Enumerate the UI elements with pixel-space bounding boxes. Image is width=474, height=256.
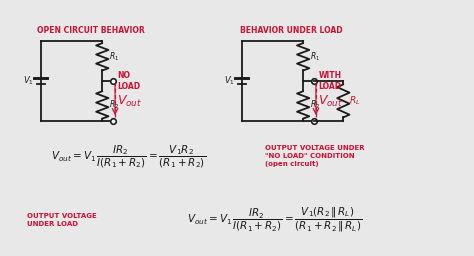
Text: WITH
LOAD: WITH LOAD [318, 71, 341, 91]
Text: $R_1$: $R_1$ [310, 50, 320, 63]
Text: $V_1$: $V_1$ [23, 74, 34, 87]
Text: OPEN CIRCUIT BEHAVIOR: OPEN CIRCUIT BEHAVIOR [36, 26, 145, 35]
Text: $V_{out}$: $V_{out}$ [318, 94, 343, 109]
Text: OUTPUT VOLTAGE
UNDER LOAD: OUTPUT VOLTAGE UNDER LOAD [27, 213, 96, 227]
Text: $V_{out} = V_1\,\dfrac{IR_2}{I(R_1+R_2)} = \dfrac{V_1(R_2\,\|\,R_L)}{(R_1+R_2\,\: $V_{out} = V_1\,\dfrac{IR_2}{I(R_1+R_2)}… [187, 206, 362, 234]
Text: OUTPUT VOLTAGE UNDER
"NO LOAD" CONDITION
(open circuit): OUTPUT VOLTAGE UNDER "NO LOAD" CONDITION… [265, 145, 365, 167]
Text: $V_1$: $V_1$ [224, 74, 235, 87]
Text: $R_2$: $R_2$ [109, 99, 119, 111]
Text: NO
LOAD: NO LOAD [118, 71, 141, 91]
Text: $R_2$: $R_2$ [310, 99, 320, 111]
Text: $R_L$: $R_L$ [349, 95, 361, 107]
Text: $V_{out}$: $V_{out}$ [117, 94, 142, 109]
Text: $R_1$: $R_1$ [109, 50, 119, 63]
Text: BEHAVIOR UNDER LOAD: BEHAVIOR UNDER LOAD [240, 26, 343, 35]
Text: $V_{out} = V_1\,\dfrac{IR_2}{I(R_1+R_2)} = \dfrac{V_1R_2}{(R_1+R_2)}$: $V_{out} = V_1\,\dfrac{IR_2}{I(R_1+R_2)}… [51, 143, 206, 170]
